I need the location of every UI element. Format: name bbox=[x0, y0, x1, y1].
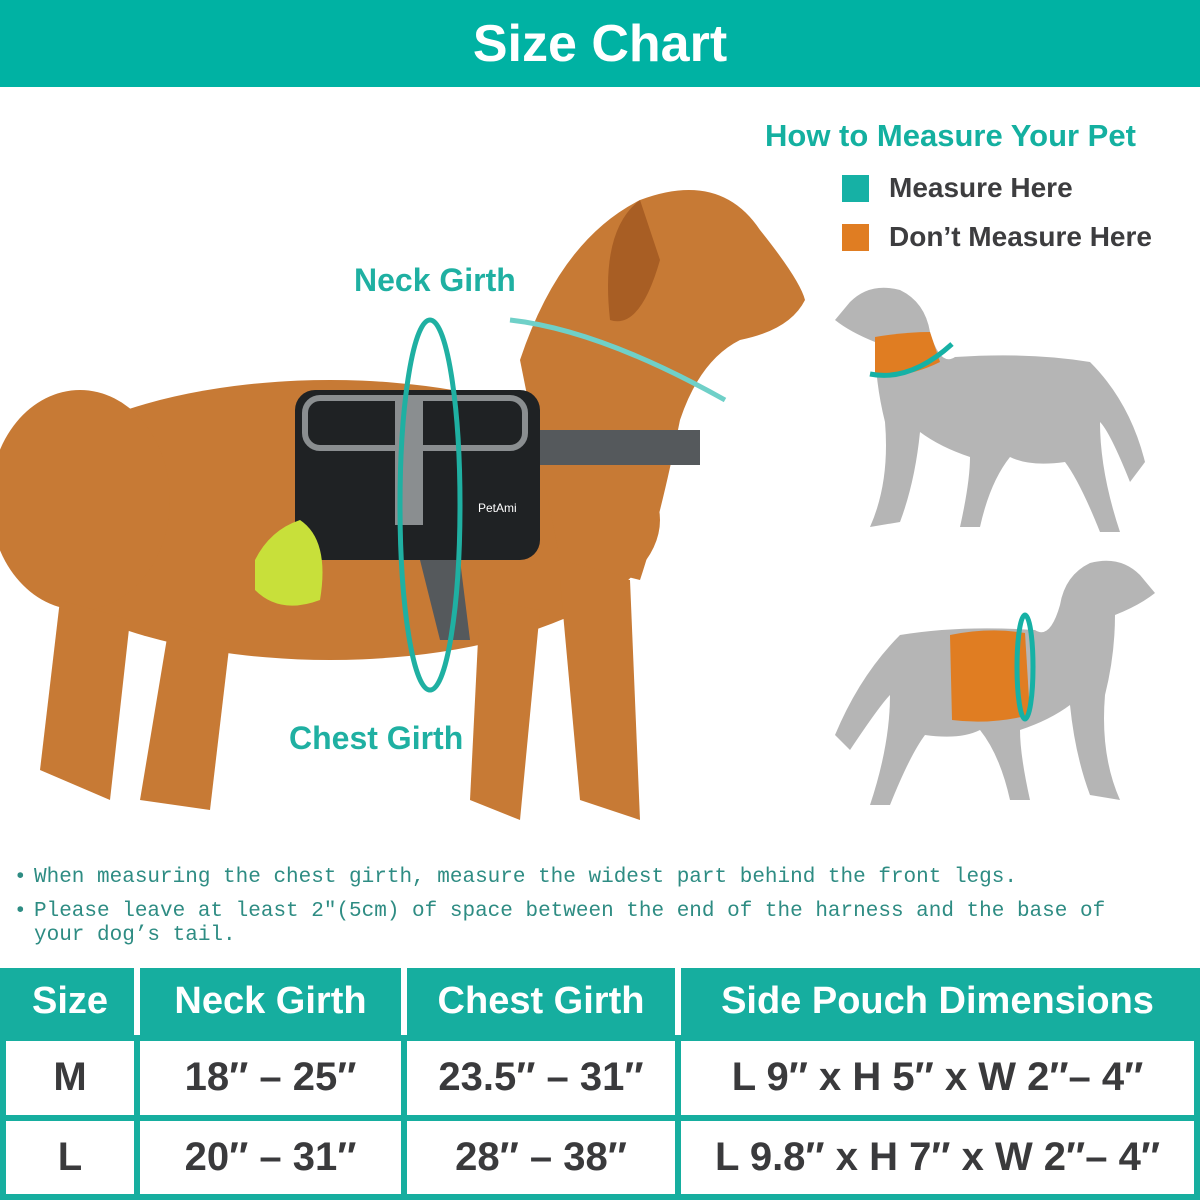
cell-size: L bbox=[0, 1114, 140, 1200]
note-item: • When measuring the chest girth, measure… bbox=[14, 866, 1017, 889]
brand-logo: PetAmi bbox=[478, 501, 517, 515]
neck-girth-arrow-icon bbox=[509, 317, 727, 403]
column-header: Neck Girth bbox=[134, 968, 407, 1041]
dog-silhouette-neck-icon bbox=[835, 287, 1145, 532]
header-banner: Size Chart bbox=[0, 0, 1200, 87]
dog-silhouette-chest-icon bbox=[835, 560, 1155, 805]
cell-chest: 23.5″ – 31″ bbox=[401, 1035, 681, 1121]
note-text: When measuring the chest girth, measure … bbox=[34, 866, 1017, 889]
neck-girth-label: Neck Girth bbox=[354, 262, 516, 298]
cell-neck: 18″ – 25″ bbox=[134, 1035, 407, 1121]
note-item: • Please leave at least 2″(5cm) of space … bbox=[14, 900, 1154, 948]
teal-swatch-icon bbox=[842, 174, 869, 202]
legend-label: Measure Here bbox=[889, 172, 1073, 203]
chest-girth-label: Chest Girth bbox=[289, 720, 464, 756]
dog-photo: PetAmi bbox=[0, 190, 805, 820]
column-header: Chest Girth bbox=[401, 968, 681, 1041]
legend-title: How to Measure Your Pet bbox=[765, 118, 1136, 153]
column-header: Size bbox=[0, 968, 140, 1041]
cell-size: M bbox=[0, 1035, 140, 1121]
cell-pouch: L 9″ x H 5″ x W 2″– 4″ bbox=[675, 1035, 1200, 1121]
size-table: Size Neck Girth Chest Girth Side Pouch D… bbox=[0, 968, 1200, 1200]
cell-pouch: L 9.8″ x H 7″ x W 2″– 4″ bbox=[675, 1114, 1200, 1200]
orange-swatch-icon bbox=[842, 223, 869, 251]
legend-item-measure: Measure Here bbox=[842, 172, 1073, 204]
table-row: L 20″ – 31″ 28″ – 38″ L 9.8″ x H 7″ x W … bbox=[0, 1114, 1200, 1200]
legend-label: Don’t Measure Here bbox=[889, 221, 1152, 252]
chest-girth-arrow-icon bbox=[397, 317, 463, 693]
note-text: Please leave at least 2″(5cm) of space b… bbox=[34, 900, 1106, 947]
column-header: Side Pouch Dimensions bbox=[675, 968, 1200, 1041]
cell-chest: 28″ – 38″ bbox=[401, 1114, 681, 1200]
notes: • When measuring the chest girth, measure… bbox=[14, 866, 1154, 958]
cell-neck: 20″ – 31″ bbox=[134, 1114, 407, 1200]
page-title: Size Chart bbox=[472, 14, 728, 73]
legend-item-dont-measure: Don’t Measure Here bbox=[842, 221, 1152, 253]
table-row: M 18″ – 25″ 23.5″ – 31″ L 9″ x H 5″ x W … bbox=[0, 1035, 1200, 1121]
table-header-row: Size Neck Girth Chest Girth Side Pouch D… bbox=[0, 968, 1200, 1041]
